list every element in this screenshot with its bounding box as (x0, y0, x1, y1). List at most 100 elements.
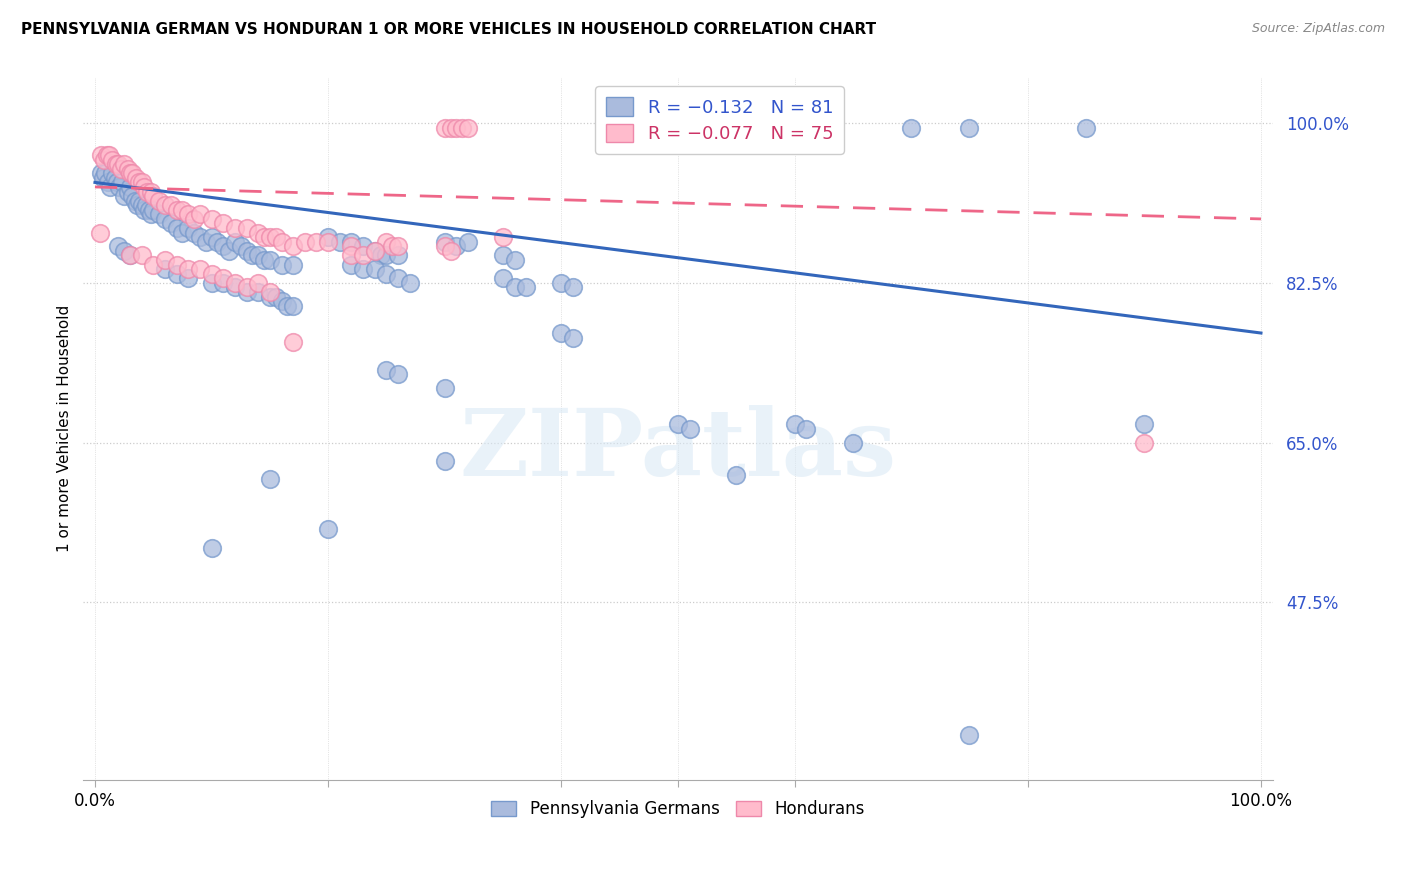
Point (305, 235, 328, 249)
Point (159, 217, 181, 231)
Point (188, 262, 211, 277)
Point (212, 271, 235, 285)
Point (340, 235, 363, 249)
Point (148, 207, 170, 221)
Point (177, 262, 200, 277)
Point (224, 276, 246, 290)
Point (107, 157, 129, 171)
Point (177, 207, 200, 221)
Point (439, 244, 461, 258)
Point (105, 175, 128, 189)
Point (375, 267, 398, 281)
Point (89, 226, 111, 240)
Point (166, 202, 188, 217)
Point (1133, 435, 1156, 450)
Point (235, 221, 257, 235)
Point (550, 276, 572, 290)
Point (112, 244, 135, 258)
Point (172, 226, 194, 240)
Point (188, 230, 211, 244)
Point (375, 235, 398, 249)
Point (842, 435, 865, 450)
Point (387, 367, 409, 381)
Point (370, 248, 392, 262)
Point (352, 262, 374, 277)
Point (316, 235, 339, 249)
Point (259, 252, 281, 267)
Point (118, 248, 141, 262)
Point (352, 239, 374, 253)
Point (550, 326, 572, 340)
Text: Source: ZipAtlas.com: Source: ZipAtlas.com (1251, 22, 1385, 36)
Point (104, 157, 127, 171)
Point (131, 175, 153, 189)
Point (200, 276, 222, 290)
Point (259, 285, 281, 299)
Point (264, 230, 287, 244)
Point (131, 248, 153, 262)
Point (107, 239, 129, 253)
Point (264, 289, 287, 303)
Point (118, 180, 141, 194)
Point (329, 235, 352, 249)
Point (177, 271, 200, 285)
Point (136, 185, 159, 199)
Point (783, 417, 806, 432)
Point (104, 170, 127, 185)
Point (108, 180, 131, 194)
Point (492, 271, 515, 285)
Point (959, 120, 981, 135)
Point (139, 207, 162, 221)
Point (200, 211, 222, 226)
Point (90, 166, 112, 180)
Point (90, 148, 112, 162)
Point (259, 472, 281, 486)
Point (259, 289, 281, 303)
Point (224, 221, 246, 235)
Point (93, 153, 115, 167)
Point (503, 280, 526, 294)
Point (247, 226, 270, 240)
Point (112, 189, 135, 203)
Point (132, 180, 155, 194)
Point (218, 244, 240, 258)
Point (183, 211, 205, 226)
Point (212, 239, 235, 253)
Point (364, 244, 387, 258)
Point (1133, 417, 1156, 432)
Point (125, 198, 148, 212)
Point (183, 226, 205, 240)
Point (159, 198, 181, 212)
Point (139, 185, 162, 199)
Point (433, 381, 456, 395)
Point (678, 422, 700, 436)
Point (135, 198, 157, 212)
Point (352, 248, 374, 262)
Point (457, 120, 479, 135)
Point (153, 262, 176, 277)
Point (91, 170, 114, 185)
Point (492, 230, 515, 244)
Point (153, 211, 176, 226)
Point (375, 362, 398, 376)
Point (340, 248, 363, 262)
Point (503, 252, 526, 267)
Point (316, 230, 339, 244)
Point (433, 454, 456, 468)
Point (247, 248, 270, 262)
Point (247, 285, 270, 299)
Point (101, 166, 124, 180)
Point (117, 185, 139, 199)
Point (132, 202, 155, 217)
Point (121, 189, 143, 203)
Point (794, 422, 817, 436)
Point (446, 120, 468, 135)
Point (247, 276, 270, 290)
Point (138, 202, 160, 217)
Point (270, 235, 292, 249)
Point (101, 153, 124, 167)
Point (112, 157, 135, 171)
Point (224, 235, 246, 249)
Point (457, 235, 479, 249)
Point (294, 235, 316, 249)
